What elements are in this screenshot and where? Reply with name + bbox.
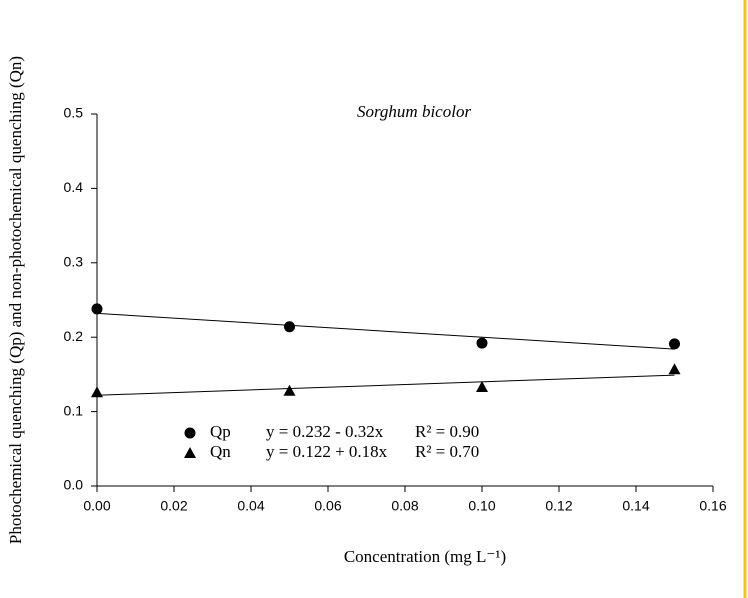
trend-line xyxy=(96,312,675,350)
legend-r2: R² = 0.90 xyxy=(415,422,479,441)
marker xyxy=(476,381,488,393)
marker xyxy=(283,384,296,396)
legend-label: Qp xyxy=(210,422,231,441)
x-tick-label: 0.08 xyxy=(391,498,418,514)
legend-equation: y = 0.232 - 0.32x xyxy=(266,422,384,441)
y-tick-label: 0.0 xyxy=(64,477,84,493)
x-tick-label: 0.14 xyxy=(622,498,649,514)
y-tick-label: 0.1 xyxy=(64,402,84,418)
marker xyxy=(476,337,488,349)
legend-label: Qn xyxy=(210,442,231,461)
y-tick-label: 0.3 xyxy=(64,254,84,270)
marker xyxy=(284,321,295,333)
legend-marker xyxy=(184,447,196,458)
legend-equation: y = 0.122 + 0.18x xyxy=(266,442,388,461)
x-tick-label: 0.04 xyxy=(237,498,264,514)
marker xyxy=(91,303,103,315)
y-axis-label: Photochemical quenching (Qp) and non-pho… xyxy=(6,56,25,544)
chart-title: Sorghum bicolor xyxy=(357,102,472,121)
x-tick-label: 0.00 xyxy=(83,498,110,514)
trend-line xyxy=(96,374,675,396)
x-tick-label: 0.12 xyxy=(545,498,572,514)
y-tick-label: 0.2 xyxy=(64,328,84,344)
x-axis-label: Concentration (mg L⁻¹) xyxy=(344,547,506,566)
y-tick-label: 0.5 xyxy=(64,105,84,121)
x-tick-label: 0.06 xyxy=(314,498,341,514)
marker xyxy=(91,386,103,398)
legend-r2: R² = 0.70 xyxy=(415,442,479,461)
x-tick-label: 0.10 xyxy=(468,498,495,514)
legend-marker xyxy=(184,427,196,439)
marker xyxy=(669,338,680,350)
x-tick-label: 0.02 xyxy=(160,498,187,514)
y-tick-label: 0.4 xyxy=(64,179,84,195)
marker xyxy=(668,363,681,375)
x-tick-label: 0.16 xyxy=(699,498,726,514)
